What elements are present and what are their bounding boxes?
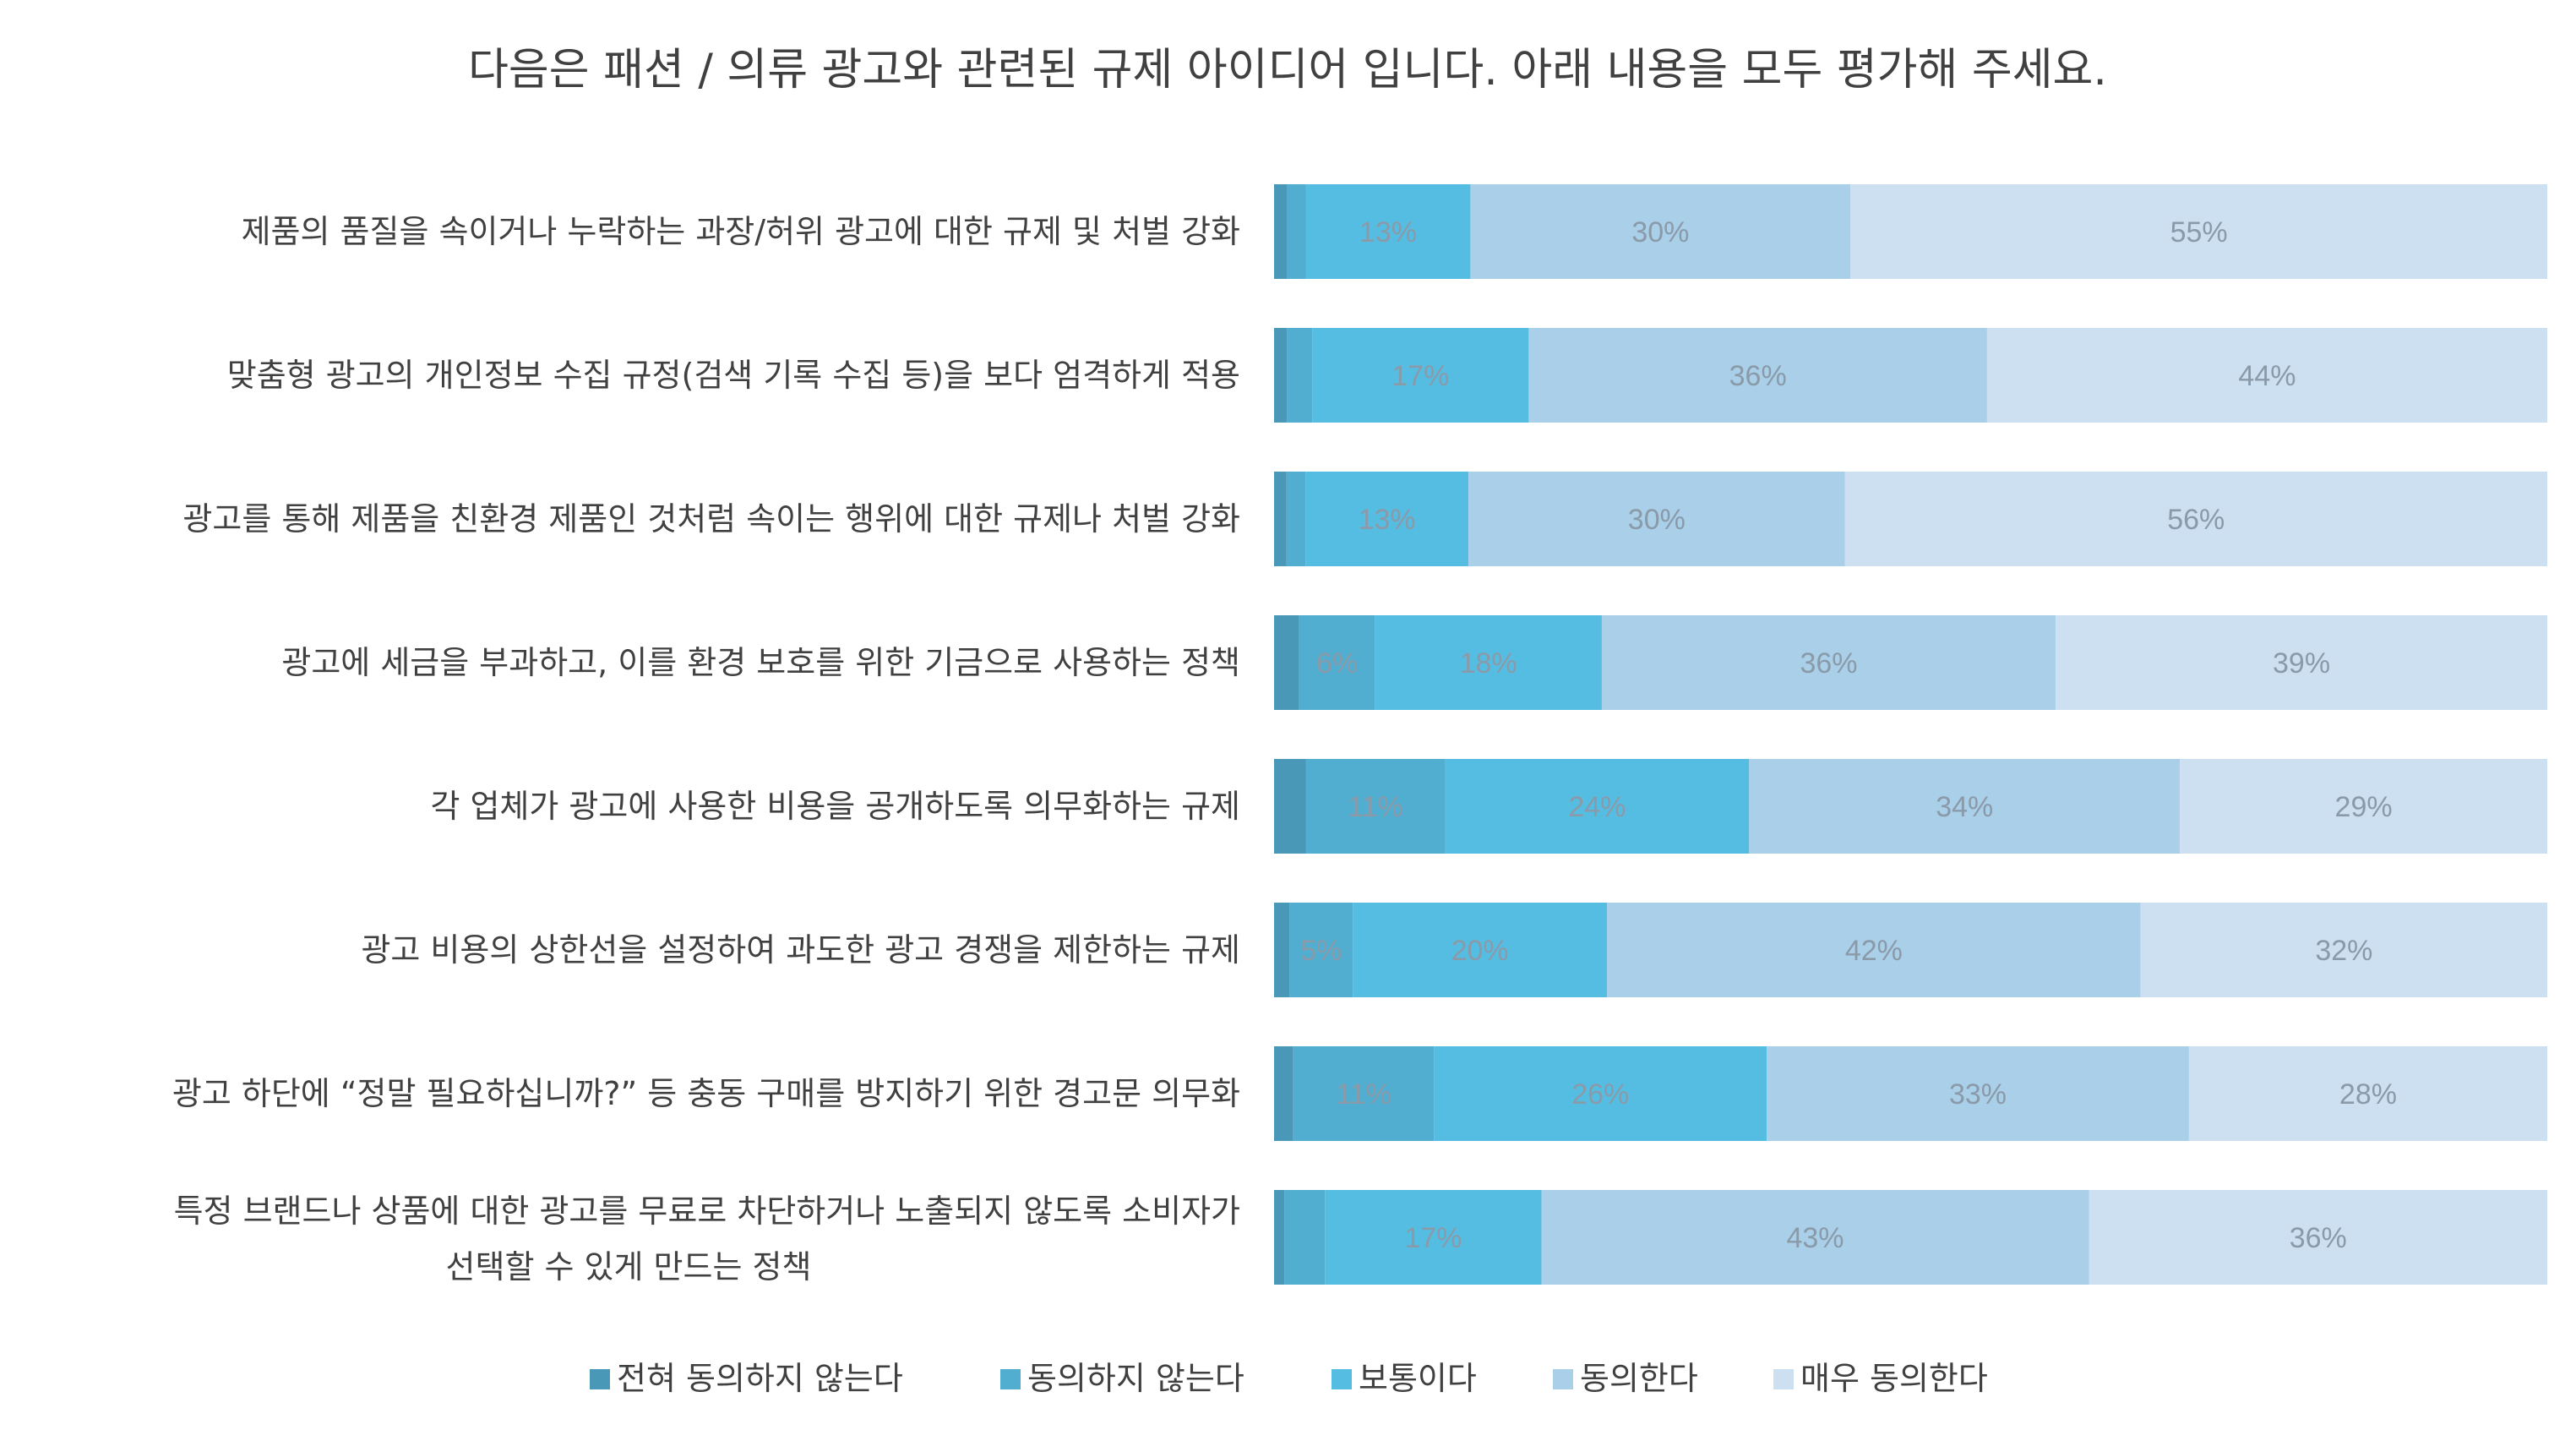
data-label: 36% (1729, 360, 1787, 392)
bar-segment (2180, 759, 2547, 854)
legend-swatch (590, 1369, 610, 1389)
data-label: 18% (1460, 647, 1517, 680)
category-label: 광고를 통해 제품을 친환경 제품인 것처럼 속이는 행위에 대한 규제나 처벌… (182, 500, 1240, 538)
legend-swatch (1773, 1369, 1794, 1389)
data-label: 43% (1786, 1222, 1844, 1254)
bar-segment (1470, 184, 1851, 279)
bar-segment (1375, 615, 1602, 710)
category-label: 각 업체가 광고에 사용한 비용을 공개하도록 의무화하는 규제 (430, 788, 1240, 825)
bar-segment (1607, 903, 2141, 997)
data-label: 13% (1359, 216, 1417, 248)
chart-title: 다음은 패션 / 의류 광고와 관련된 규제 아이디어 입니다. 아래 내용을 … (468, 45, 2107, 96)
bar-segment (2056, 615, 2547, 710)
bar-segment (1305, 472, 1469, 566)
bar-segment (1767, 1046, 2189, 1141)
data-label: 42% (1845, 935, 1903, 967)
data-label: 26% (1571, 1078, 1629, 1111)
category-label: 광고 비용의 상한선을 설정하여 과도한 광고 경쟁을 제한하는 규제 (361, 931, 1240, 969)
data-label: 17% (1404, 1222, 1462, 1254)
legend-swatch (1000, 1369, 1021, 1389)
data-label: 11% (1336, 1078, 1391, 1111)
category-label: 광고에 세금을 부과하고, 이를 환경 보호를 위한 기금으로 사용하는 정책 (281, 644, 1240, 681)
bar-segment (1274, 184, 1287, 279)
bars (1274, 184, 2547, 1285)
bar-segment (1274, 328, 1288, 423)
data-label: 33% (1949, 1078, 2007, 1111)
bar-segment (1986, 328, 2547, 423)
data-label: 30% (1628, 504, 1686, 536)
data-label: 17% (1391, 360, 1449, 392)
data-label: 36% (1800, 647, 1857, 680)
category-label: 제품의 품질을 속이거나 누락하는 과장/허위 광고에 대한 규제 및 처벌 강… (242, 213, 1240, 250)
data-label: 6% (1316, 647, 1358, 680)
legend-label: 보통이다 (1359, 1360, 1477, 1397)
bar-segment (2188, 1046, 2547, 1141)
bar-segment (1274, 472, 1287, 566)
bar-segment (1434, 1046, 1767, 1141)
legend-swatch (1332, 1369, 1352, 1389)
bar-segment (1274, 1046, 1293, 1141)
bar-segment (1749, 759, 2181, 854)
data-label: 44% (2238, 360, 2296, 392)
bar-segment (1289, 903, 1353, 997)
bar-segment (2089, 1190, 2547, 1285)
bar-segment (1541, 1190, 2089, 1285)
bar-segment (1284, 1190, 1326, 1285)
bar-segment (1353, 903, 1608, 997)
bar-segment (1468, 472, 1845, 566)
legend-label: 동의한다 (1580, 1360, 1698, 1397)
bar-segment (1287, 328, 1313, 423)
bar-segment (1601, 615, 2056, 710)
data-label: 11% (1348, 791, 1403, 823)
data-label: 20% (1451, 935, 1509, 967)
data-label: 13% (1359, 504, 1416, 536)
data-label: 55% (2170, 216, 2228, 248)
category-label: 맞춤형 광고의 개인정보 수집 규정(검색 기록 수집 등)을 보다 엄격하게 … (227, 357, 1240, 394)
bar-segment (1274, 759, 1306, 854)
bar-segment (1299, 615, 1375, 710)
data-label: 36% (2290, 1222, 2347, 1254)
data-label: 29% (2335, 791, 2393, 823)
legend-swatch (1553, 1369, 1573, 1389)
category-label: 광고 하단에 “정말 필요하십니까?” 등 충동 구매를 방지하기 위한 경고문… (172, 1075, 1240, 1112)
bar-segment (1445, 759, 1750, 854)
data-label: 39% (2273, 647, 2330, 680)
data-label: 5% (1300, 935, 1342, 967)
bar-segment (1274, 903, 1290, 997)
category-labels: 제품의 품질을 속이거나 누락하는 과장/허위 광고에 대한 규제 및 처벌 강… (172, 213, 1240, 1285)
bar-segment (1293, 1046, 1435, 1141)
legend: 전혀 동의하지 않는다 동의하지 않는다 보통이다 동의한다 매우 동의한다 (590, 1360, 1988, 1397)
data-label: 24% (1568, 791, 1626, 823)
bar-segment (1287, 184, 1306, 279)
bar-segment (1305, 759, 1446, 854)
bar-segment (1844, 472, 2547, 566)
bar-segment (1528, 328, 1987, 423)
bar-segment (1850, 184, 2547, 279)
bar-segment (1274, 1190, 1285, 1285)
legend-label: 전혀 동의하지 않는다 (617, 1360, 903, 1397)
data-labels: 13% 30% 55% 17% 36% 44% 13% 30% 56% 6% 18% 36% 39% 11… (1300, 216, 2397, 1254)
legend-label: 매우 동의한다 (1800, 1360, 1988, 1397)
bar-segment (1286, 472, 1306, 566)
data-label: 32% (2315, 935, 2372, 967)
bar-segment (1305, 184, 1471, 279)
bar-segment (1274, 615, 1299, 710)
bar-segment (2140, 903, 2547, 997)
bar-segment (1312, 328, 1529, 423)
legend-label: 동의하지 않는다 (1027, 1360, 1244, 1397)
data-label: 34% (1936, 791, 1993, 823)
data-label: 28% (2339, 1078, 2397, 1111)
category-label: 선택할 수 있게 만드는 정책 (446, 1248, 812, 1285)
data-label: 56% (2167, 504, 2225, 536)
category-label: 특정 브랜드나 상품에 대한 광고를 무료로 차단하거나 노출되지 않도록 소비… (174, 1193, 1240, 1230)
data-label: 30% (1631, 216, 1689, 248)
bar-segment (1325, 1190, 1542, 1285)
